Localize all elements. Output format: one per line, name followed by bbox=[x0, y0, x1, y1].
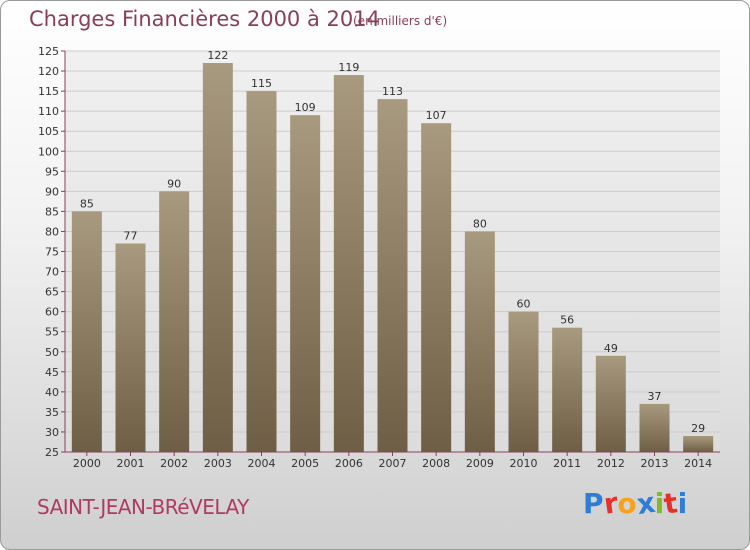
data-label: 37 bbox=[648, 390, 662, 403]
x-tick-label: 2004 bbox=[248, 457, 276, 470]
x-tick-label: 2012 bbox=[597, 457, 625, 470]
bar bbox=[552, 327, 583, 452]
y-tick-label: 50 bbox=[45, 346, 59, 359]
y-tick-label: 65 bbox=[45, 286, 59, 299]
chart-subtitle: (en milliers d'€) bbox=[353, 14, 448, 28]
logo-letter: o bbox=[617, 487, 637, 520]
bar bbox=[159, 191, 190, 452]
logo-letter: i bbox=[654, 487, 665, 520]
data-label: 49 bbox=[604, 342, 618, 355]
x-tick-label: 2014 bbox=[684, 457, 712, 470]
y-tick-label: 105 bbox=[38, 125, 59, 138]
y-tick-label: 85 bbox=[45, 205, 59, 218]
bar bbox=[333, 75, 364, 452]
logo-letter: P bbox=[583, 487, 604, 520]
y-tick-label: 120 bbox=[38, 65, 59, 78]
chart-title: Charges Financières 2000 à 2014 bbox=[29, 7, 380, 31]
data-label: 109 bbox=[295, 101, 316, 114]
data-label: 85 bbox=[80, 197, 94, 210]
bar bbox=[464, 231, 495, 452]
bar bbox=[595, 355, 626, 452]
bar bbox=[639, 403, 670, 452]
bar bbox=[246, 91, 277, 452]
bar bbox=[377, 99, 408, 453]
data-label: 113 bbox=[382, 85, 403, 98]
y-tick-label: 90 bbox=[45, 185, 59, 198]
x-tick-label: 2003 bbox=[204, 457, 232, 470]
bar bbox=[202, 63, 233, 452]
x-tick-label: 2013 bbox=[641, 457, 669, 470]
y-tick-label: 75 bbox=[45, 246, 59, 259]
data-label: 122 bbox=[207, 49, 228, 62]
x-tick-label: 2011 bbox=[553, 457, 581, 470]
bar bbox=[508, 311, 539, 452]
data-label: 90 bbox=[167, 177, 181, 190]
y-tick-label: 70 bbox=[45, 266, 59, 279]
y-tick-label: 95 bbox=[45, 165, 59, 178]
data-label: 56 bbox=[560, 314, 574, 327]
bar bbox=[115, 243, 146, 452]
x-tick-label: 2002 bbox=[160, 457, 188, 470]
y-tick-label: 125 bbox=[38, 45, 59, 58]
bar bbox=[421, 123, 452, 453]
y-tick-label: 80 bbox=[45, 225, 59, 238]
data-label: 60 bbox=[517, 298, 531, 311]
y-tick-label: 35 bbox=[45, 406, 59, 419]
x-tick-label: 2001 bbox=[117, 457, 145, 470]
x-tick-label: 2000 bbox=[73, 457, 101, 470]
bar bbox=[290, 115, 321, 452]
x-tick-label: 2008 bbox=[422, 457, 450, 470]
x-tick-label: 2005 bbox=[291, 457, 319, 470]
x-tick-label: 2009 bbox=[466, 457, 494, 470]
logo-letter: i bbox=[677, 487, 688, 520]
x-tick-label: 2006 bbox=[335, 457, 363, 470]
data-label: 107 bbox=[426, 109, 447, 122]
y-tick-label: 60 bbox=[45, 306, 59, 319]
proxiti-logo: Proxiti bbox=[583, 485, 688, 522]
data-labels: 85 77 90 122 115 109 119 113 107 80 60 56 49 37 29 bbox=[80, 49, 705, 435]
x-tick-label: 2007 bbox=[379, 457, 407, 470]
y-tick-label: 45 bbox=[45, 366, 59, 379]
y-tick-label: 100 bbox=[38, 145, 59, 158]
y-tick-label: 40 bbox=[45, 386, 59, 399]
bars bbox=[71, 63, 714, 453]
bar bbox=[683, 435, 714, 452]
logo-letter: x bbox=[634, 485, 657, 522]
y-tick-label: 55 bbox=[45, 326, 59, 339]
city-name: SAINT-JEAN-BRéVELAY bbox=[37, 495, 249, 519]
y-tick-label: 115 bbox=[38, 85, 59, 98]
y-tick-label: 30 bbox=[45, 426, 59, 439]
axes: 25 30 35 40 45 50 55 60 65 70 75 80 85 90 95 100 105 110 1… bbox=[38, 45, 720, 470]
data-label: 80 bbox=[473, 217, 487, 230]
bar bbox=[71, 211, 102, 452]
x-tick-label: 2010 bbox=[510, 457, 538, 470]
data-label: 115 bbox=[251, 77, 272, 90]
data-label: 77 bbox=[124, 229, 138, 242]
data-label: 119 bbox=[338, 61, 359, 74]
y-tick-label: 110 bbox=[38, 105, 59, 118]
y-tick-label: 25 bbox=[45, 446, 59, 459]
data-label: 29 bbox=[691, 422, 705, 435]
